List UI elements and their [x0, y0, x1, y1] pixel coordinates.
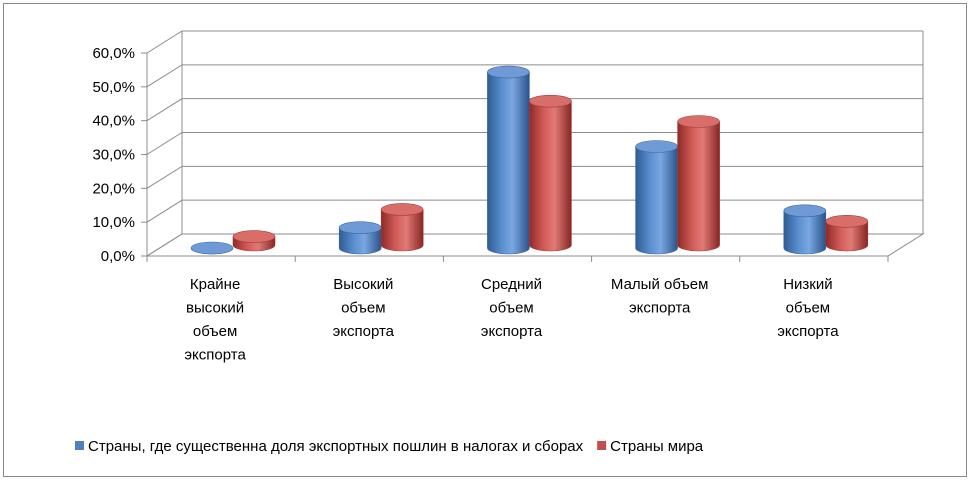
bar-body	[487, 71, 530, 255]
y-axis: 0,0% 10,0% 20,0% 30,0% 40,0% 50,0% 60,0%	[92, 45, 889, 265]
bar-body	[677, 121, 720, 252]
bar-top	[783, 204, 827, 218]
bar-top	[232, 230, 276, 243]
bar-series1	[338, 221, 382, 255]
bar-series1	[487, 65, 530, 255]
bar-body	[338, 227, 382, 255]
bar-series2	[677, 115, 720, 252]
y-tick-label: 0,0%	[101, 248, 135, 265]
x-category-label: Малый объем экспорта	[611, 276, 709, 317]
bar-top	[529, 94, 572, 108]
gridline	[146, 30, 923, 54]
y-tick-label: 20,0%	[92, 180, 135, 197]
bar-series1	[190, 241, 234, 255]
legend-label: Страны, где существенна доля экспортных …	[88, 438, 584, 455]
bar-top	[487, 65, 530, 79]
bar-series2	[825, 215, 869, 252]
bars	[190, 65, 869, 255]
legend-label: Страны мира	[610, 438, 704, 455]
bar-top	[825, 215, 869, 228]
bar-body	[635, 146, 678, 255]
bar-top	[190, 241, 234, 255]
bar-top	[635, 140, 678, 153]
gridlines	[145, 30, 925, 257]
x-axis-labels: Крайне высокий объем экспорта Высокий объем эк…	[184, 276, 839, 364]
bar-top	[338, 221, 382, 234]
bar-series2	[380, 203, 424, 252]
y-tick-label: 10,0%	[92, 214, 135, 231]
bar-series2	[529, 94, 572, 252]
bar-series1	[635, 140, 678, 255]
gridline	[146, 64, 923, 88]
y-tick-label: 60,0%	[92, 45, 135, 62]
legend-swatch	[75, 441, 84, 450]
bar-body	[380, 209, 424, 252]
bar-top	[677, 115, 720, 128]
bar-series2	[232, 230, 276, 252]
legend: Страны, где существенна доля экспортных …	[75, 438, 704, 455]
legend-swatch	[597, 441, 607, 450]
bar-body	[825, 221, 869, 252]
bar-body	[529, 100, 572, 252]
x-category-label: Крайне высокий объем экспорта	[184, 276, 246, 364]
x-category-label: Средний объем экспорта	[481, 276, 543, 340]
y-tick-label: 50,0%	[92, 79, 135, 96]
x-category-label: Низкий объем экспорта	[777, 276, 839, 340]
bar-body	[783, 210, 827, 255]
bar-series1	[783, 204, 827, 255]
y-tick-label: 40,0%	[92, 113, 135, 130]
x-category-label: Высокий объем экспорта	[333, 276, 395, 340]
y-tick-label: 30,0%	[92, 147, 135, 164]
bar-top	[380, 203, 424, 216]
